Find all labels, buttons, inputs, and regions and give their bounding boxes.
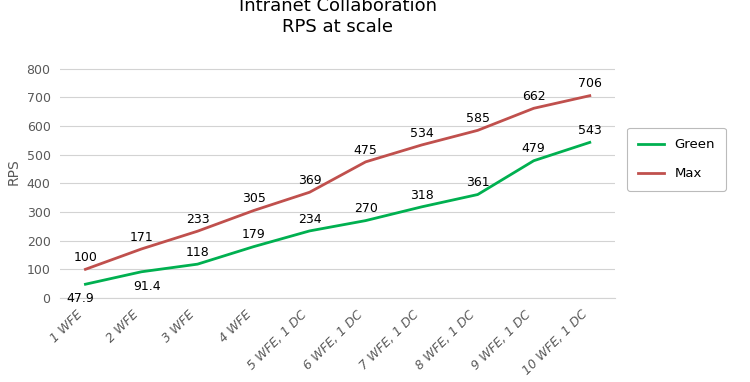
Text: 91.4: 91.4 [134, 280, 160, 293]
Text: 171: 171 [130, 231, 153, 244]
Text: 369: 369 [298, 174, 322, 187]
Text: 585: 585 [466, 112, 490, 125]
Line: Max: Max [86, 96, 590, 269]
Green [473, 192, 482, 197]
Line: Green: Green [86, 142, 590, 284]
Text: 270: 270 [354, 202, 377, 215]
Y-axis label: RPS: RPS [7, 159, 21, 185]
Max [305, 190, 314, 194]
Max [193, 229, 202, 233]
Max [473, 128, 482, 133]
Green [249, 244, 258, 249]
Max [81, 267, 90, 272]
Green [530, 159, 538, 163]
Text: 234: 234 [298, 213, 322, 226]
Text: 179: 179 [242, 228, 266, 241]
Text: 479: 479 [522, 142, 545, 155]
Text: 318: 318 [410, 189, 434, 202]
Green [585, 140, 594, 145]
Green [417, 205, 426, 209]
Text: 543: 543 [578, 124, 602, 137]
Legend: Green, Max: Green, Max [627, 128, 726, 191]
Text: 361: 361 [466, 176, 490, 189]
Text: 706: 706 [578, 78, 602, 91]
Green [137, 269, 146, 274]
Green [193, 262, 202, 267]
Text: 118: 118 [186, 246, 209, 259]
Max [249, 208, 258, 213]
Green [305, 228, 314, 233]
Text: 534: 534 [410, 127, 434, 140]
Text: 100: 100 [74, 251, 98, 264]
Text: 305: 305 [242, 192, 266, 205]
Green [81, 282, 90, 286]
Max [417, 142, 426, 147]
Max [137, 247, 146, 251]
Max [530, 106, 538, 111]
Text: 475: 475 [354, 144, 377, 157]
Title: Intranet Collaboration
RPS at scale: Intranet Collaboration RPS at scale [238, 0, 436, 36]
Max [585, 93, 594, 98]
Text: 662: 662 [522, 90, 545, 103]
Green [362, 219, 370, 223]
Max [362, 160, 370, 164]
Text: 47.9: 47.9 [66, 292, 94, 305]
Text: 233: 233 [186, 213, 209, 226]
